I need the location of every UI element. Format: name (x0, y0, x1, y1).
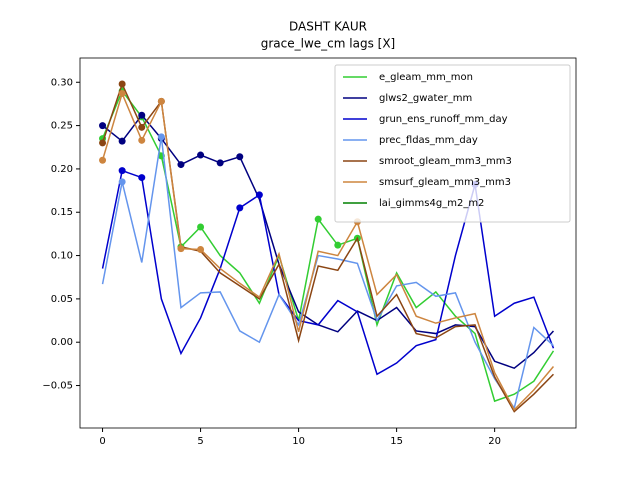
data-point (138, 136, 146, 144)
x-tick-label: 20 (488, 436, 501, 447)
data-point (118, 178, 126, 186)
legend-label: grun_ens_runoff_mm_day (379, 114, 508, 125)
data-point (157, 133, 165, 141)
y-tick-label: 0.15 (51, 207, 73, 218)
y-tick-label: 0.00 (51, 337, 73, 348)
y-tick-label: 0.30 (51, 77, 73, 88)
y-tick-label: 0.20 (51, 164, 73, 175)
x-tick-label: 15 (390, 436, 403, 447)
data-point (197, 223, 205, 231)
y-tick-label: 0.10 (51, 251, 73, 262)
y-tick-label: 0.05 (51, 294, 73, 305)
data-point (255, 191, 263, 199)
data-point (118, 90, 126, 98)
data-point (138, 123, 146, 131)
chart-title: DASHT KAUR (289, 20, 367, 34)
legend-label: smsurf_gleam_mm3_mm3 (379, 177, 511, 188)
data-point (138, 111, 146, 119)
data-point (99, 122, 107, 130)
data-point (236, 204, 244, 212)
y-tick-label: 0.25 (51, 121, 73, 132)
data-point (138, 174, 146, 182)
series-line (101, 89, 555, 403)
data-point (118, 137, 126, 145)
legend-label: prec_fldas_mm_day (379, 135, 478, 146)
legend-label: e_gleam_mm_mon (379, 72, 473, 83)
chart-subtitle: grace_lwe_cm lags [X] (261, 37, 395, 51)
data-point (216, 159, 224, 167)
legend-label: lai_gimms4g_m2_m2 (379, 198, 484, 209)
legend-box (334, 64, 571, 223)
data-point (197, 245, 205, 253)
data-point (177, 245, 185, 253)
data-point (314, 215, 322, 223)
data-point (157, 97, 165, 105)
data-point (236, 153, 244, 161)
series-line (101, 136, 554, 410)
x-tick-label: 0 (99, 436, 105, 447)
data-point (118, 167, 126, 175)
data-point (99, 156, 107, 164)
data-point (177, 161, 185, 169)
x-tick-label: 10 (292, 436, 305, 447)
legend-label: glws2_gwater_mm (379, 93, 472, 104)
series-line (101, 91, 555, 412)
data-point (118, 80, 126, 88)
legend-label: smroot_gleam_mm3_mm3 (379, 156, 512, 167)
plot-area (79, 57, 577, 429)
data-point (334, 241, 342, 249)
data-point (197, 151, 205, 159)
x-tick-label: 5 (197, 436, 203, 447)
data-point (99, 139, 107, 147)
y-tick-label: −0.05 (42, 381, 73, 392)
